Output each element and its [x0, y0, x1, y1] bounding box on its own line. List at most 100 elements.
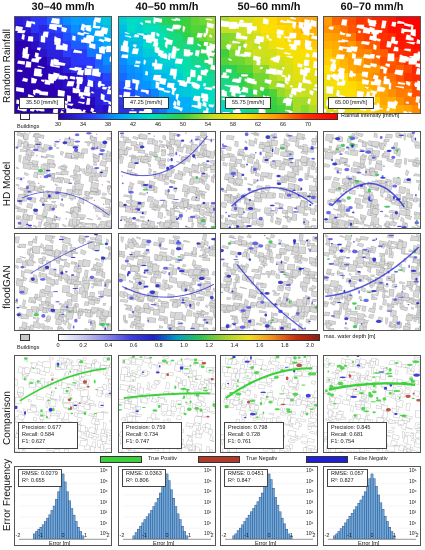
hist-stats-box: RMSE: 0.057 R²: 0.827	[327, 469, 368, 487]
colorbar-tick-label: 46	[154, 122, 162, 128]
row-label-hd: HD Model	[2, 161, 13, 207]
hist-y-tick-label: 10⁵	[100, 478, 108, 485]
colorbar-tick-label: 0.2	[79, 343, 88, 349]
hd-model-map	[14, 131, 112, 229]
histogram-bar	[236, 530, 240, 540]
hist-x-tick-label: 0	[267, 533, 271, 539]
hist-x-axis-label: Error [m]	[153, 541, 175, 547]
histogram-bar	[70, 508, 74, 540]
error-histogram: RMSE: 0.057 R²: 0.827	[323, 466, 421, 546]
colorbar-tick-label: 30	[54, 122, 62, 128]
hist-x-tick-label: -1	[347, 533, 352, 539]
hist-x-tick-label: -2	[221, 533, 227, 539]
recall-value: Recall: 0.734	[126, 432, 159, 438]
precision-value: Precision: 0.677	[22, 425, 62, 431]
classification-areas	[119, 356, 215, 418]
histogram-bar	[280, 517, 284, 540]
flood-areas	[221, 132, 316, 228]
hist-y-tick-label: 10²	[306, 510, 314, 516]
hist-y-tick-label: 10⁰	[306, 531, 314, 537]
histogram-bar	[170, 489, 173, 540]
r2-value: R²: 0.806	[126, 478, 149, 484]
histogram-bar	[370, 473, 374, 540]
f1-value: F1: 0.754	[331, 439, 355, 445]
histogram-bar	[232, 535, 236, 540]
histogram-bar	[167, 480, 171, 540]
rmse-value: RMSE: 0.0279	[22, 471, 58, 477]
hist-x-tick-label: 0	[165, 533, 169, 539]
hist-y-tick-label: 10⁰	[409, 531, 417, 537]
histogram-bar	[258, 497, 262, 540]
hist-x-tick-label: -2	[119, 533, 125, 539]
r2-value: R²: 0.847	[228, 478, 251, 484]
column-header: 30–40 mm/h	[31, 1, 95, 13]
histogram-bar	[74, 521, 78, 540]
building-footprints	[119, 132, 215, 228]
colorbar-tick-label: 0.6	[129, 343, 138, 349]
metrics-box: Precision: 0.677 Recall: 0.584 F1: 0.627	[18, 422, 78, 449]
true-negative-swatch	[198, 456, 240, 463]
flood-areas	[119, 132, 215, 228]
recall-value: Recall: 0.584	[22, 432, 55, 438]
error-histogram: RMSE: 0.0363 R²: 0.806	[118, 466, 216, 546]
hist-x-tick-label: 2	[415, 533, 419, 539]
histogram-bar	[156, 498, 160, 540]
hist-x-tick-label: 1	[187, 533, 192, 539]
row-label-floodgan: floodGAN	[2, 265, 13, 309]
histogram-bar	[278, 511, 282, 540]
building-footprints	[15, 234, 111, 330]
histogram-bar	[132, 535, 136, 540]
histogram-bar	[361, 495, 365, 540]
flood-areas	[324, 132, 419, 228]
rainfall-map: 65.00 [mm/h]	[323, 16, 421, 114]
histogram-bar	[254, 504, 258, 540]
row-label-rainfall: Random Rainfall	[2, 29, 13, 103]
rainfall-value: 55.75 [mm/h]	[225, 97, 272, 109]
comparison-map: Precision: 0.759 Recall: 0.734 F1: 0.747	[118, 355, 216, 453]
comparison-map: Precision: 0.798 Recall: 0.728 F1: 0.761	[220, 355, 318, 453]
hist-x-tick-label: -1	[142, 533, 147, 539]
histogram-bar	[375, 486, 378, 540]
histogram-bar	[263, 486, 266, 540]
histogram-bar	[359, 499, 363, 540]
histogram-bar	[59, 481, 63, 540]
histogram-bar	[52, 505, 56, 540]
classification-areas	[325, 356, 420, 418]
buildings-swatch	[20, 113, 30, 120]
hist-y-tick-label: 10¹	[306, 520, 314, 527]
histogram-bar	[283, 523, 286, 540]
buildings-label: Buildings	[17, 345, 40, 351]
hist-y-tick-label: 10¹	[100, 520, 108, 527]
column-header: 50–60 mm/h	[237, 1, 301, 13]
rainfall-map: 55.75 [mm/h]	[220, 16, 318, 114]
histogram-bar	[368, 478, 372, 540]
histogram-bar	[333, 535, 336, 540]
hist-y-tick-label: 10³	[306, 499, 314, 506]
histogram-bar	[386, 521, 389, 540]
histogram-bar	[256, 501, 260, 540]
floodgan-map	[14, 233, 112, 331]
histogram-bar	[152, 506, 156, 540]
error-histogram: RMSE: 0.0279 R²: 0.655	[14, 466, 112, 546]
histogram-bar	[234, 533, 238, 540]
hist-y-tick-label: 10⁴	[100, 489, 108, 495]
colorbar-tick-label: 0	[56, 343, 60, 349]
buildings-swatch	[20, 334, 30, 341]
histogram-bar	[150, 510, 153, 540]
classification-areas	[15, 357, 111, 419]
rainfall-value: 65.00 [mm/h]	[328, 97, 375, 109]
histogram-bar	[46, 517, 49, 540]
hist-x-tick-label: 0	[61, 533, 65, 539]
histogram-bar	[377, 494, 380, 540]
hist-x-tick-label: 0	[370, 533, 374, 539]
histogram-bar	[252, 508, 255, 540]
hist-x-axis-label: Error [m]	[358, 541, 380, 547]
hist-y-tick-label: 10²	[100, 510, 108, 516]
comparison-map: Precision: 0.845 Recall: 0.681 F1: 0.754	[323, 355, 421, 453]
hist-x-tick-label: -2	[15, 533, 21, 539]
flood-areas	[16, 234, 110, 330]
histogram-bar	[269, 479, 273, 540]
histogram-bar	[265, 478, 269, 540]
rainfall-map: 47.25 [mm/h]	[118, 16, 216, 114]
precision-value: Precision: 0.798	[228, 425, 268, 431]
